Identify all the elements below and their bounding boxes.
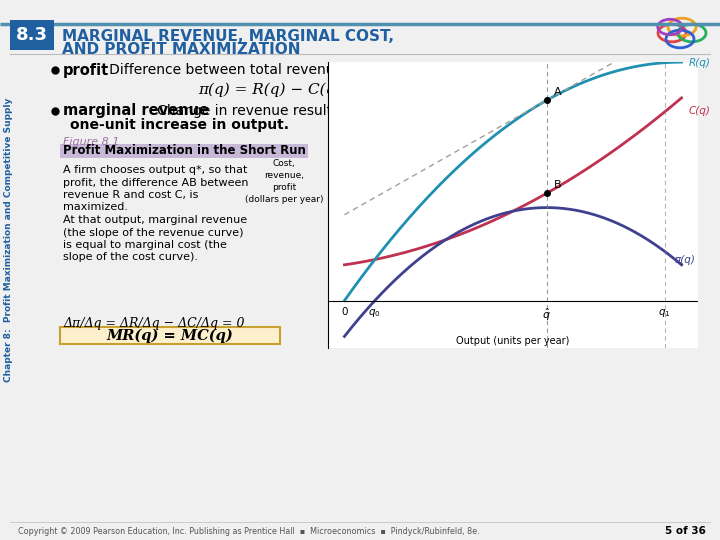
Text: Change in revenue resulting from a: Change in revenue resulting from a: [144, 104, 403, 118]
FancyBboxPatch shape: [60, 327, 280, 344]
Text: Chapter 8:  Profit Maximization and Competitive Supply: Chapter 8: Profit Maximization and Compe…: [4, 98, 14, 382]
Text: is equal to marginal cost (the: is equal to marginal cost (the: [63, 240, 227, 250]
Text: π(q) = R(q) − C(q): π(q) = R(q) − C(q): [198, 83, 342, 97]
Text: A firm chooses output q*, so that: A firm chooses output q*, so that: [63, 165, 248, 175]
Text: profit, the difference AB between: profit, the difference AB between: [63, 178, 248, 187]
Text: maximized.: maximized.: [63, 202, 128, 213]
Text: Δπ/Δq = ΔR/Δq − ΔC/Δq = 0: Δπ/Δq = ΔR/Δq − ΔC/Δq = 0: [63, 318, 245, 330]
Text: MR(q) = MC(q): MR(q) = MC(q): [107, 328, 233, 343]
Text: Profit Maximization in the Short Run: Profit Maximization in the Short Run: [63, 145, 306, 158]
Text: (the slope of the revenue curve): (the slope of the revenue curve): [63, 227, 243, 238]
Text: Difference between total revenue and total cost.: Difference between total revenue and tot…: [96, 63, 448, 77]
Text: slope of the cost curve).: slope of the cost curve).: [63, 253, 198, 262]
Text: π(q): π(q): [675, 255, 696, 265]
Text: $q_1$: $q_1$: [658, 307, 671, 319]
Text: R(q): R(q): [688, 58, 710, 68]
Text: 8.3: 8.3: [16, 26, 48, 44]
Text: A: A: [554, 87, 561, 97]
Text: Cost,
revenue,
profit
(dollars per year): Cost, revenue, profit (dollars per year): [245, 159, 323, 204]
Text: C(q): C(q): [688, 106, 710, 116]
Text: Output (units per year): Output (units per year): [456, 336, 570, 346]
Text: marginal revenue: marginal revenue: [63, 104, 209, 118]
Text: revenue R and cost C, is: revenue R and cost C, is: [63, 190, 199, 200]
Text: Figure 8.1: Figure 8.1: [63, 137, 120, 147]
Text: one-unit increase in output.: one-unit increase in output.: [70, 118, 289, 132]
Text: AND PROFIT MAXIMIZATION: AND PROFIT MAXIMIZATION: [62, 42, 300, 57]
FancyBboxPatch shape: [60, 144, 308, 158]
FancyBboxPatch shape: [10, 20, 54, 50]
Text: 0: 0: [341, 307, 348, 316]
Text: Copyright © 2009 Pearson Education, Inc. Publishing as Prentice Hall  ▪  Microec: Copyright © 2009 Pearson Education, Inc.…: [18, 526, 480, 536]
Text: 5 of 36: 5 of 36: [665, 526, 706, 536]
Text: profit: profit: [63, 63, 109, 78]
Text: MARGINAL REVENUE, MARGINAL COST,: MARGINAL REVENUE, MARGINAL COST,: [62, 29, 394, 44]
Text: $q_0$: $q_0$: [369, 307, 381, 319]
Text: $\hat{q}$: $\hat{q}$: [542, 307, 551, 323]
Text: At that output, marginal revenue: At that output, marginal revenue: [63, 215, 247, 225]
Text: B: B: [554, 180, 561, 190]
